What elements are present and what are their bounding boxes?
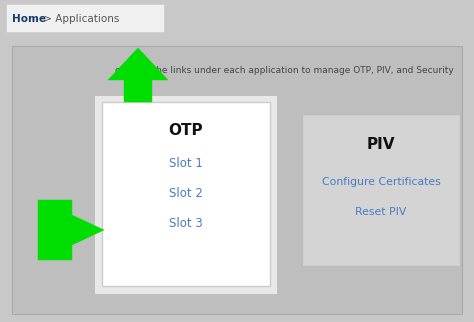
Text: Slot 1: Slot 1 xyxy=(169,156,203,169)
Bar xyxy=(95,96,277,294)
Polygon shape xyxy=(108,48,168,102)
Bar xyxy=(12,46,462,314)
Text: Configure Certificates: Configure Certificates xyxy=(322,177,440,187)
Text: Slot 3: Slot 3 xyxy=(169,216,203,230)
Text: click on the links under each application to manage OTP, PIV, and Security: click on the links under each applicatio… xyxy=(115,65,454,74)
Text: OTP: OTP xyxy=(169,122,203,137)
Text: Reset PIV: Reset PIV xyxy=(356,207,407,217)
Polygon shape xyxy=(38,200,104,260)
Text: PIV: PIV xyxy=(367,137,395,151)
FancyBboxPatch shape xyxy=(302,114,460,266)
FancyBboxPatch shape xyxy=(6,4,164,32)
Text: > Applications: > Applications xyxy=(40,14,119,24)
Text: Home: Home xyxy=(12,14,46,24)
Text: Slot 2: Slot 2 xyxy=(169,186,203,200)
FancyBboxPatch shape xyxy=(102,102,270,286)
